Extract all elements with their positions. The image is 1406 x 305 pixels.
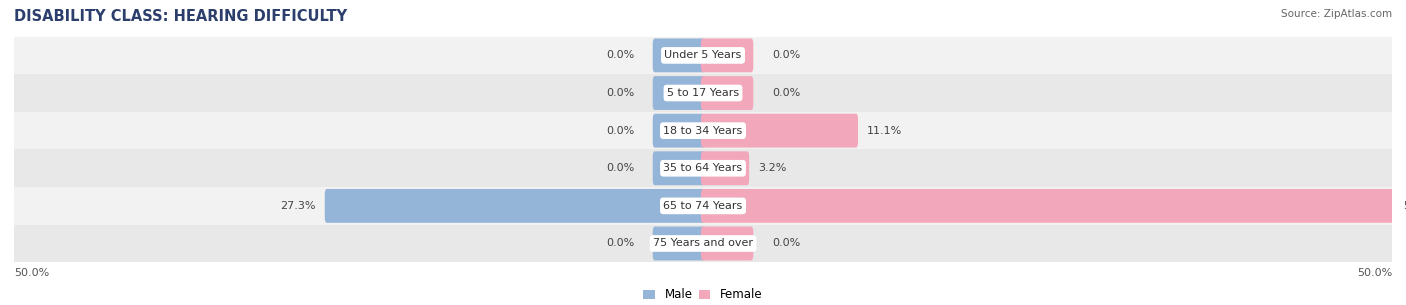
FancyBboxPatch shape	[702, 38, 754, 72]
Text: 0.0%: 0.0%	[606, 126, 634, 136]
FancyBboxPatch shape	[702, 227, 754, 260]
Text: 0.0%: 0.0%	[606, 239, 634, 249]
FancyBboxPatch shape	[652, 76, 704, 110]
Text: Source: ZipAtlas.com: Source: ZipAtlas.com	[1281, 9, 1392, 19]
FancyBboxPatch shape	[652, 151, 704, 185]
Text: 0.0%: 0.0%	[606, 88, 634, 98]
Text: 0.0%: 0.0%	[606, 163, 634, 173]
FancyBboxPatch shape	[652, 114, 704, 148]
FancyBboxPatch shape	[702, 189, 1393, 223]
FancyBboxPatch shape	[652, 38, 704, 72]
Bar	[14, 187, 1392, 225]
Bar	[14, 74, 1392, 112]
Text: 50.0%: 50.0%	[1403, 201, 1406, 211]
Text: Under 5 Years: Under 5 Years	[665, 50, 741, 60]
Text: 18 to 34 Years: 18 to 34 Years	[664, 126, 742, 136]
Text: 50.0%: 50.0%	[1357, 268, 1392, 278]
Legend: Male, Female: Male, Female	[638, 284, 768, 305]
FancyBboxPatch shape	[702, 76, 754, 110]
Text: 5 to 17 Years: 5 to 17 Years	[666, 88, 740, 98]
Text: 0.0%: 0.0%	[772, 88, 800, 98]
FancyBboxPatch shape	[702, 114, 858, 148]
Bar	[14, 149, 1392, 187]
Text: DISABILITY CLASS: HEARING DIFFICULTY: DISABILITY CLASS: HEARING DIFFICULTY	[14, 9, 347, 24]
FancyBboxPatch shape	[652, 227, 704, 260]
Text: 0.0%: 0.0%	[772, 239, 800, 249]
Bar	[14, 112, 1392, 149]
Text: 65 to 74 Years: 65 to 74 Years	[664, 201, 742, 211]
Text: 11.1%: 11.1%	[868, 126, 903, 136]
Text: 0.0%: 0.0%	[606, 50, 634, 60]
Bar	[14, 37, 1392, 74]
Text: 50.0%: 50.0%	[14, 268, 49, 278]
Text: 3.2%: 3.2%	[758, 163, 786, 173]
Bar	[14, 225, 1392, 262]
Text: 35 to 64 Years: 35 to 64 Years	[664, 163, 742, 173]
FancyBboxPatch shape	[702, 151, 749, 185]
FancyBboxPatch shape	[325, 189, 704, 223]
Text: 27.3%: 27.3%	[280, 201, 316, 211]
Text: 75 Years and over: 75 Years and over	[652, 239, 754, 249]
Text: 0.0%: 0.0%	[772, 50, 800, 60]
